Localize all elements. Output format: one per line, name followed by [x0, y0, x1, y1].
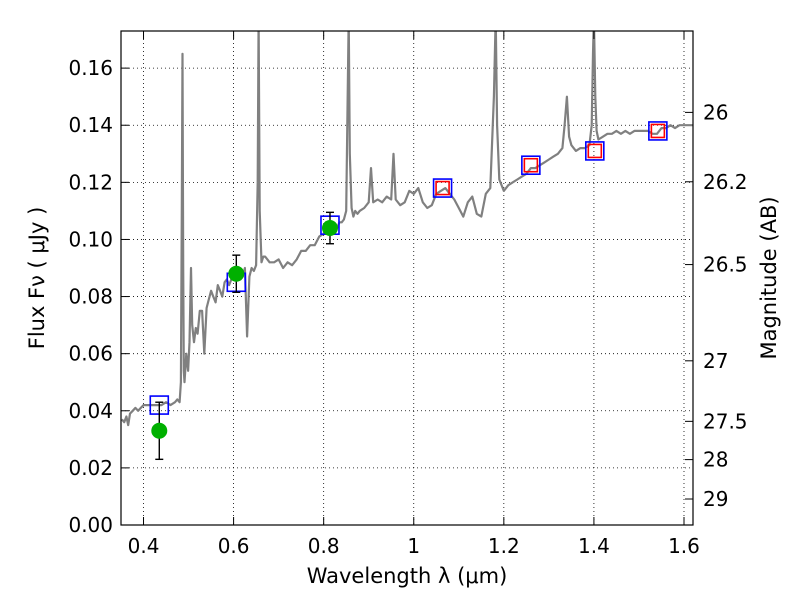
- y-tick-label: 0.02: [68, 456, 113, 480]
- y2-tick-label: 26: [703, 100, 728, 124]
- observed-point: [151, 422, 168, 439]
- model-square-blue: [521, 155, 541, 176]
- y2-tick-label: 27: [703, 349, 728, 373]
- observed-point: [228, 265, 245, 282]
- observed-point: [321, 220, 338, 237]
- y-tick-label: 0.04: [68, 399, 113, 423]
- model-square-red: [650, 123, 666, 139]
- y-axis-label: Flux Fν ( μJy ): [25, 207, 49, 350]
- x-tick-label: 1: [407, 534, 420, 558]
- model-square-red: [435, 180, 450, 196]
- model-square-blue: [585, 141, 605, 161]
- x-tick-label: 0.4: [128, 534, 160, 558]
- y-tick-label: 0.12: [68, 170, 113, 194]
- plot-frame: [120, 30, 694, 526]
- y2-tick-label: 26.2: [703, 170, 748, 194]
- y-tick-label: 0.08: [68, 285, 113, 309]
- plot-area: [121, 31, 693, 525]
- y-tick-label: 0.16: [68, 56, 113, 80]
- model-square-red: [587, 143, 603, 159]
- y-tick-label: 0.00: [68, 513, 113, 537]
- y-tick-label: 0.14: [68, 113, 113, 137]
- y-tick-label: 0.06: [68, 342, 113, 366]
- x-tick-label: 0.6: [218, 534, 250, 558]
- x-axis-label: Wavelength λ (μm): [307, 564, 508, 588]
- x-tick-label: 1.4: [578, 534, 610, 558]
- axis-ticks: 0.4 0.6 0.8 1 1.2 1.4 1.6 0.00 0.02 0.04 0.06 0.08 0…: [68, 31, 748, 558]
- model-square-blue: [648, 121, 668, 141]
- y2-tick-label: 26.5: [703, 253, 748, 277]
- model-square-red: [523, 157, 539, 173]
- x-tick-label: 0.8: [308, 534, 340, 558]
- y2-axis-label: Magnitude (AB): [757, 196, 781, 359]
- y-tick-label: 0.10: [68, 227, 113, 251]
- y2-tick-label: 28: [703, 448, 728, 472]
- y2-tick-label: 27.5: [703, 409, 748, 433]
- y2-tick-label: 29: [703, 487, 728, 511]
- data-layer: [121, 31, 693, 461]
- x-tick-label: 1.2: [488, 534, 520, 558]
- model-square-blue: [432, 178, 453, 198]
- x-tick-label: 1.6: [668, 534, 700, 558]
- spectrum-line: [121, 31, 693, 427]
